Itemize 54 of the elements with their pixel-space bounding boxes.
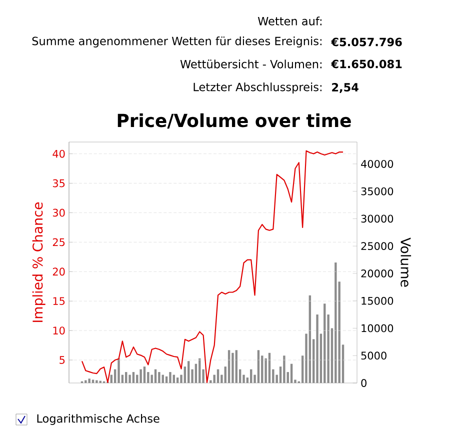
y-tick-label: 15 <box>53 297 65 305</box>
text: 2,54 <box>332 83 358 93</box>
y-tick-label: 30 <box>52 208 65 217</box>
bar <box>235 350 238 383</box>
bar <box>290 364 293 383</box>
bar <box>250 369 252 383</box>
y-tick-label: 10 <box>53 326 65 335</box>
y2-tick-label: 5000 <box>361 352 386 360</box>
bar <box>96 380 98 383</box>
bar <box>154 369 157 383</box>
bar <box>158 372 160 383</box>
y2-tick-label: 0 <box>361 379 366 387</box>
y2-tick-label: 35000 <box>361 187 394 196</box>
y2-tick-label: 10000 <box>362 324 394 332</box>
y-tick-label: 5 <box>60 356 65 364</box>
y2-tick-label: 20000 <box>361 269 394 278</box>
y-tick-label: 35 <box>52 179 65 188</box>
y2-tick-label: 15000 <box>362 296 394 305</box>
y2-axis-title: Volume <box>400 238 412 287</box>
bar <box>128 374 131 383</box>
text: €5.057.796 <box>330 38 402 46</box>
y2-tick-label: 25000 <box>361 242 394 250</box>
y-axis-title: Implied % Chance <box>32 202 46 322</box>
bar <box>316 314 318 383</box>
bar <box>118 358 120 383</box>
y-tick-label: 25 <box>52 238 65 246</box>
bar <box>165 376 168 383</box>
bar <box>232 352 234 383</box>
bar <box>188 361 190 383</box>
text: Wettübersicht - Volumen: <box>180 60 322 68</box>
text: Wetten auf: <box>258 16 322 26</box>
text: Letzter Abschlusspreis: <box>194 82 322 94</box>
y-tick-label: 40 <box>52 150 65 158</box>
y2-tick-label: 30000 <box>361 214 394 223</box>
bar <box>169 372 172 383</box>
bar <box>132 372 135 383</box>
text: €1.650.081 <box>330 60 402 68</box>
text: Summe angenommener Wetten für dieses Ereignis: <box>32 36 322 48</box>
y-tick-label: 20 <box>52 268 65 276</box>
bar <box>84 380 87 383</box>
bar <box>92 380 94 383</box>
text: Logarithmische Achse <box>37 414 160 425</box>
bar <box>143 366 146 383</box>
chart-title: Price/Volume over time <box>118 113 351 129</box>
bar <box>140 369 142 383</box>
y2-tick-label: 40000 <box>361 160 394 168</box>
bar <box>334 262 337 383</box>
bar <box>283 356 286 383</box>
bar <box>257 350 260 383</box>
bar <box>88 378 90 383</box>
bar <box>176 378 179 383</box>
bar <box>125 372 128 383</box>
bar <box>216 369 220 383</box>
line-series <box>81 150 344 383</box>
